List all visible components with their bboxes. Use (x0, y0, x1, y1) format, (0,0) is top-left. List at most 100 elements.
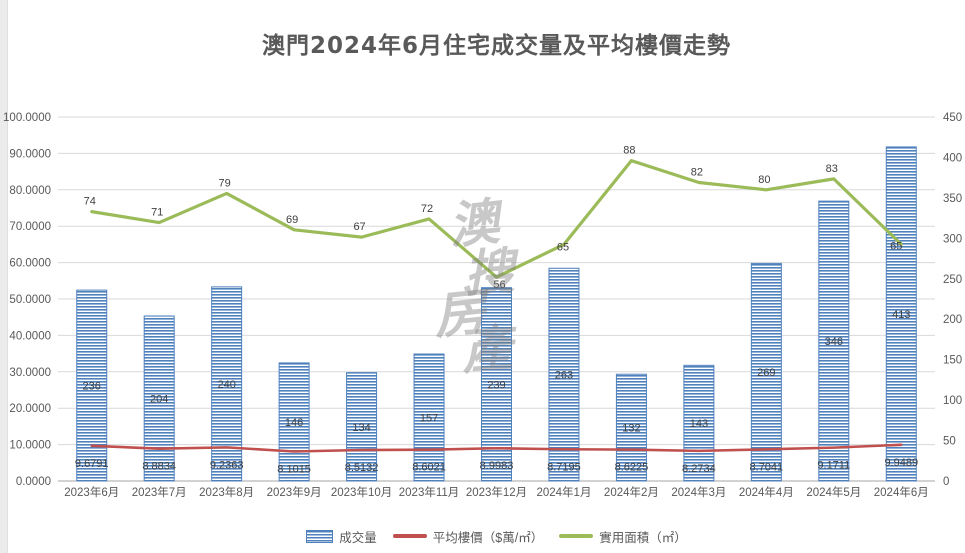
area-label: 65 (557, 241, 569, 253)
area-label: 69 (286, 214, 298, 226)
x-axis-category-label: 2024年1月 (536, 485, 591, 499)
volume-bar-label: 146 (285, 417, 303, 429)
volume-bar-label: 240 (217, 379, 235, 391)
x-axis-category-label: 2023年6月 (64, 485, 119, 499)
volume-bar (413, 353, 445, 482)
volume-bar-label: 413 (892, 309, 910, 321)
legend-label-price: 平均樓價（$萬/㎡） (432, 530, 544, 545)
price-label: 8.9983 (480, 460, 514, 472)
volume-bar (548, 267, 580, 482)
x-axis-category-label: 2023年9月 (267, 485, 322, 499)
x-axis-category-label: 2024年4月 (739, 485, 794, 499)
x-axis-category-label: 2023年7月 (132, 485, 187, 499)
right-axis-tick-label: 400 (943, 152, 962, 164)
right-axis-tick-label: 350 (943, 193, 962, 205)
area-label: 83 (826, 163, 838, 175)
right-axis-tick-label: 50 (943, 436, 956, 448)
volume-bar-label: 204 (150, 393, 168, 405)
volume-bar (885, 146, 917, 482)
legend-item-area[interactable]: 實用面積（㎡） (559, 527, 687, 546)
x-axis-category-label: 2023年12月 (466, 485, 527, 499)
legend-item-volume[interactable]: 成交量 (306, 527, 377, 546)
volume-bar (615, 373, 647, 482)
price-label: 9.9489 (884, 457, 918, 469)
left-axis-tick-label: 70.0000 (9, 221, 51, 233)
left-axis-tick-label: 60.0000 (9, 258, 51, 270)
price-label: 9.2363 (210, 459, 244, 471)
right-axis-tick-label: 200 (943, 314, 962, 326)
area-label: 88 (623, 145, 635, 157)
x-axis-category-label: 2024年5月 (806, 485, 861, 499)
price-label: 8.7041 (750, 461, 784, 473)
legend-label-area: 實用面積（㎡） (599, 530, 687, 545)
area-label: 82 (691, 167, 703, 179)
volume-bar-label: 346 (825, 336, 843, 348)
volume-bar (76, 289, 108, 482)
price-line (90, 443, 903, 453)
price-label: 8.1015 (277, 464, 311, 476)
chart-legend: 成交量 平均樓價（$萬/㎡） 實用面積（㎡） (58, 524, 935, 548)
area-label: 74 (84, 196, 96, 208)
area-label: 80 (758, 174, 770, 186)
volume-bar-label: 269 (757, 367, 775, 379)
left-axis-tick-label: 100.0000 (3, 112, 51, 124)
x-axis-category-label: 2024年6月 (874, 485, 929, 499)
volume-bar-label: 263 (555, 370, 573, 382)
volume-bar-label: 236 (83, 381, 101, 393)
window-edge-strip (0, 0, 8, 553)
price-label: 9.6791 (75, 458, 109, 470)
volume-bar-label: 134 (352, 422, 370, 434)
area-label: 72 (421, 203, 433, 215)
chart-title: 澳門2024年6月住宅成交量及平均樓價走勢 (261, 33, 732, 59)
volume-bar (818, 200, 850, 482)
volume-bar (346, 372, 378, 482)
left-axis-tick-label: 40.0000 (9, 330, 51, 342)
volume-bar (278, 362, 310, 482)
price-label: 8.6225 (615, 462, 649, 474)
price-label: 8.8834 (142, 461, 176, 473)
area-label: 71 (151, 207, 163, 219)
x-axis-category-label: 2024年3月 (671, 485, 726, 499)
volume-bar-label: 143 (690, 418, 708, 430)
area-label: 65 (890, 240, 902, 252)
right-axis-tick-label: 450 (943, 112, 962, 124)
volume-bar (683, 364, 715, 482)
price-label: 8.5132 (345, 462, 379, 474)
left-axis-tick-label: 50.0000 (9, 294, 51, 306)
x-axis-category-label: 2023年11月 (399, 485, 460, 499)
left-axis-tick-label: 90.0000 (9, 148, 51, 160)
price-label: 8.7195 (547, 461, 581, 473)
left-axis-tick-label: 10.0000 (9, 440, 51, 452)
right-axis-tick-label: 0 (943, 476, 949, 488)
price-label: 8.6021 (412, 462, 446, 474)
left-axis-tick-label: 20.0000 (9, 403, 51, 415)
left-axis-tick-label: 30.0000 (9, 367, 51, 379)
area-series-swatch-icon (559, 534, 594, 538)
legend-label-volume: 成交量 (339, 530, 377, 545)
area-label: 67 (353, 221, 365, 233)
left-axis-tick-label: 0.0000 (16, 476, 51, 488)
x-axis-category-label: 2023年8月 (199, 485, 254, 499)
x-axis-category-label: 2023年10月 (331, 485, 392, 499)
volume-bar-label: 132 (622, 423, 640, 435)
volume-bar-label: 239 (487, 379, 505, 391)
left-axis-tick-label: 80.0000 (9, 185, 51, 197)
right-axis-tick-label: 300 (943, 233, 962, 245)
volume-bar (750, 262, 782, 482)
volume-bar-label: 157 (420, 413, 438, 425)
volume-series-swatch-icon (306, 529, 334, 543)
area-label: 56 (493, 279, 505, 291)
legend-item-price[interactable]: 平均樓價（$萬/㎡） (392, 527, 544, 546)
area-line (90, 159, 903, 279)
right-axis-tick-label: 150 (943, 355, 962, 367)
price-label: 8.2734 (682, 463, 716, 475)
right-axis-tick-label: 250 (943, 274, 962, 286)
volume-bar (143, 315, 175, 482)
right-axis-tick-label: 100 (943, 395, 962, 407)
x-axis-category-label: 2024年2月 (604, 485, 659, 499)
price-series-swatch-icon (392, 534, 427, 538)
area-label: 79 (219, 177, 231, 189)
price-label: 9.1711 (817, 460, 850, 472)
